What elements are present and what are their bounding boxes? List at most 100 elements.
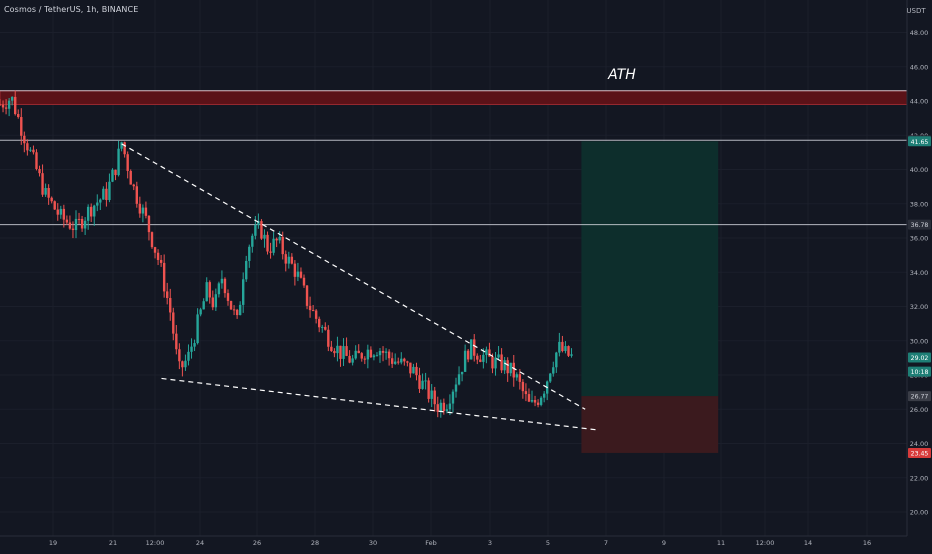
tag-36-78: 36.78 (911, 222, 929, 229)
candle-body (71, 228, 75, 231)
time-tick-label: 11 (717, 539, 725, 547)
price-tick-label: 20.00 (910, 509, 929, 517)
tag-countdown: 10:18 (911, 369, 929, 376)
candle-body (427, 380, 430, 399)
candle-body (339, 345, 342, 359)
candle-body (56, 209, 59, 215)
candle-body (77, 218, 81, 220)
candle-body (50, 197, 53, 202)
candle-body (248, 246, 251, 261)
candle-body (311, 310, 315, 312)
candle-body (29, 149, 32, 151)
candle-body (308, 305, 312, 311)
candle-body (476, 355, 479, 360)
candle-body (102, 188, 105, 200)
price-tick-label: 26.00 (910, 406, 929, 414)
candle-body (284, 254, 287, 264)
price-axis-unit: USDT (906, 7, 926, 15)
candle-body (555, 352, 558, 368)
candle-body (375, 355, 379, 357)
candle-body (372, 355, 376, 358)
candle-body (229, 300, 233, 310)
candle-body (412, 366, 415, 374)
candle-body (117, 148, 120, 176)
candle-body (38, 168, 41, 174)
candle-body (497, 354, 500, 358)
trend-layer[interactable] (121, 143, 597, 431)
candle-body (448, 403, 452, 410)
candle-body (235, 309, 239, 316)
price-tick-label: 38.00 (910, 200, 929, 208)
candle-body (26, 143, 29, 151)
candle-body (120, 142, 123, 149)
candle-body (473, 339, 476, 356)
tag-36-78-bg (908, 219, 931, 230)
candle-body (129, 170, 132, 185)
time-tick-label: 16 (863, 539, 871, 547)
candle-body (518, 374, 522, 382)
time-tick-label: 5 (546, 539, 550, 547)
candle-body (32, 149, 35, 153)
candle-body (409, 362, 412, 374)
candle-body (369, 349, 373, 358)
candle-body (305, 285, 309, 306)
candle-body (442, 402, 446, 412)
time-tick-label: 19 (49, 539, 57, 547)
candle-body (44, 187, 47, 195)
candle-body (275, 238, 278, 241)
candle-body (506, 360, 509, 374)
time-tick-label: 7 (604, 539, 608, 547)
price-tick-label: 22.00 (910, 474, 929, 482)
candle-body (153, 247, 157, 253)
price-tick-label: 46.00 (910, 63, 929, 71)
candle-body (187, 351, 190, 361)
candle-body (93, 205, 96, 217)
trendline-dashed[interactable] (161, 377, 597, 431)
candle-body (178, 349, 181, 362)
candle-body (238, 304, 242, 316)
ath-label: ATH (607, 67, 636, 83)
target-zone (581, 141, 719, 397)
candle-body (479, 359, 482, 362)
candle-body (421, 380, 424, 389)
candle-body (0, 104, 2, 106)
candle-body (503, 360, 506, 371)
time-tick-label: 14 (804, 539, 812, 547)
candle-body (217, 283, 221, 295)
candle-body (299, 271, 303, 278)
candle-body (324, 326, 327, 330)
candle-body (351, 358, 354, 363)
time-tick-label: 26 (253, 539, 261, 547)
candle-body (83, 220, 87, 229)
candle-body (14, 96, 17, 115)
tag-entry: 26.77 (911, 394, 929, 401)
price-tick-label: 44.00 (910, 98, 929, 106)
candle-body (162, 262, 166, 292)
candle-body (384, 351, 388, 353)
candle-body (150, 232, 154, 248)
candle-body (114, 169, 117, 176)
candle-body (378, 350, 382, 356)
candle-body (223, 278, 227, 294)
candle-body (390, 358, 394, 364)
candle-body (293, 263, 297, 277)
candle-body (141, 207, 145, 214)
tag-target-bg (908, 136, 931, 147)
candle-body (35, 152, 38, 169)
candle-body (463, 350, 467, 372)
candle-body (403, 358, 406, 362)
candle-body (327, 329, 330, 347)
candle-body (488, 349, 491, 357)
candle-body (1, 104, 5, 108)
trendline-dashed[interactable] (121, 143, 586, 410)
candle-body (226, 293, 230, 301)
candle-body (527, 394, 531, 402)
tag-last-price: 29.02 (911, 355, 929, 362)
candle-body (220, 278, 224, 284)
candle-body (96, 202, 99, 206)
candle-body (436, 404, 439, 412)
candle-body (190, 346, 193, 352)
price-tick-label: 24.00 (910, 440, 929, 448)
